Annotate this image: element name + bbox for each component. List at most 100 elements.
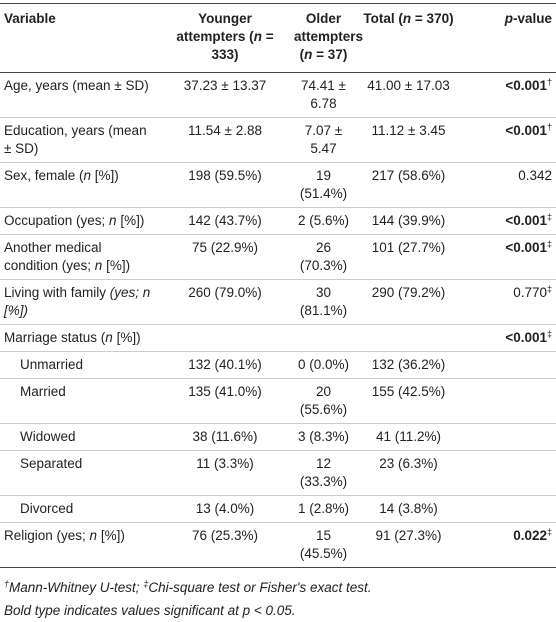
- table-body: Age, years (mean ± SD) 37.23 ± 13.37 74.41…: [0, 73, 556, 568]
- table-row: Separated 11 (3.3%) 12 (33.3%) 23 (6.3%): [0, 450, 556, 496]
- text-run: ‡: [546, 239, 552, 249]
- text-run: 0.022: [513, 528, 547, 543]
- text-run: 142 (43.7%): [188, 213, 262, 228]
- text-run: 23 (6.3%): [379, 456, 438, 471]
- header-cell: p-value: [460, 3, 556, 73]
- table-cell: 20 (55.6%): [290, 378, 357, 424]
- text-run: Education, years (mean ± SD): [4, 123, 147, 156]
- table-cell: 290 (79.2%): [357, 279, 460, 325]
- table-row: Sex, female (n [%]) 198 (59.5%) 19 (51.4%)…: [0, 162, 556, 208]
- table-row: Divorced 13 (4.0%) 1 (2.8%) 14 (3.8%): [0, 495, 556, 523]
- table-cell: 11.12 ± 3.45: [357, 117, 460, 163]
- text-run: [%]): [112, 330, 141, 345]
- text-run: n: [94, 258, 103, 273]
- table-cell: 41 (11.2%): [357, 423, 460, 451]
- table-cell: 30 (81.1%): [290, 279, 357, 325]
- table-row: Unmarried 132 (40.1%) 0 (0.0%) 132 (36.2%): [0, 351, 556, 379]
- table-cell: Unmarried: [0, 351, 160, 379]
- text-run: 0.770: [513, 285, 547, 300]
- text-run: 11.12 ± 3.45: [371, 123, 446, 138]
- text-run: †: [4, 579, 10, 589]
- header-cell: Older attempters (n = 37): [290, 3, 363, 73]
- table-cell: [357, 324, 460, 352]
- text-run: 75 (22.9%): [191, 240, 259, 255]
- table-row: Married 135 (41.0%) 20 (55.6%) 155 (42.5%): [0, 378, 556, 424]
- text-run: Age, years (mean ± SD): [4, 78, 149, 93]
- table-cell: 19 (51.4%): [290, 162, 357, 208]
- table-cell: Separated: [0, 450, 160, 496]
- text-run: 132 (36.2%): [371, 357, 446, 372]
- text-run: ‡: [546, 527, 552, 537]
- text-run: 155 (42.5%): [371, 384, 446, 399]
- text-run: ‡: [143, 579, 149, 589]
- table-cell: Living with family (yes; n [%]): [0, 279, 160, 325]
- table-cell: 132 (36.2%): [357, 351, 460, 379]
- text-run: 74.41 ± 6.78: [301, 78, 346, 111]
- text-run: n: [105, 330, 113, 345]
- text-run: Variable: [4, 11, 56, 26]
- text-run: 37.23 ± 13.37: [183, 78, 267, 93]
- text-run: Bold type indicates values significant a…: [4, 603, 296, 618]
- table-row: Education, years (mean ± SD) 11.54 ± 2.88…: [0, 117, 556, 163]
- table-row: Living with family (yes; n [%]) 260 (79.0…: [0, 279, 556, 325]
- text-run: 12 (33.3%): [299, 456, 348, 489]
- header-cell: Total (n = 370): [357, 3, 460, 73]
- table-row: Another medical condition (yes; n [%]) 75…: [0, 234, 556, 280]
- text-run: [%]): [97, 528, 125, 543]
- text-run: 38 (11.6%): [192, 429, 258, 444]
- table-cell: 101 (27.7%): [357, 234, 460, 280]
- table-cell: 13 (4.0%): [160, 495, 290, 523]
- footnote: †Mann-Whitney U-test; ‡Chi-square test o…: [4, 576, 552, 599]
- text-run: 76 (25.3%): [191, 528, 259, 543]
- table-cell: 11.54 ± 2.88: [160, 117, 290, 163]
- table-cell: 142 (43.7%): [160, 207, 290, 235]
- table-cell: <0.001†: [460, 117, 556, 163]
- table-cell: 144 (39.9%): [357, 207, 460, 235]
- table-cell: 26 (70.3%): [290, 234, 357, 280]
- text-run: 11 (3.3%): [196, 456, 254, 471]
- table-cell: Divorced: [0, 495, 160, 523]
- text-run: 14 (3.8%): [379, 501, 438, 516]
- text-run: Unmarried: [20, 357, 84, 372]
- text-run: 11.54 ± 2.88: [188, 123, 262, 138]
- text-run: Mann-Whitney U-test;: [9, 580, 144, 595]
- table-cell: [460, 450, 556, 496]
- text-run: †: [546, 77, 552, 87]
- text-run: Divorced: [20, 501, 74, 516]
- table-row: Occupation (yes; n [%]) 142 (43.7%) 2 (5.6…: [0, 207, 556, 235]
- text-run: 19 (51.4%): [299, 168, 348, 201]
- text-run: n: [304, 47, 313, 62]
- table-cell: Age, years (mean ± SD): [0, 73, 160, 118]
- text-run: †: [546, 122, 552, 132]
- table-row: Marriage status (n [%]) <0.001‡: [0, 324, 556, 352]
- text-run: 144 (39.9%): [371, 213, 446, 228]
- table-cell: 7.07 ± 5.47: [290, 117, 357, 163]
- table-cell: 37.23 ± 13.37: [160, 73, 290, 118]
- table-cell: Married: [0, 378, 160, 424]
- table-cell: 1 (2.8%): [290, 495, 357, 523]
- text-run: 132 (40.1%): [188, 357, 262, 372]
- table-cell: 260 (79.0%): [160, 279, 290, 325]
- text-run: 2 (5.6%): [297, 213, 350, 228]
- text-run: <0.001: [505, 330, 547, 345]
- table-cell: 0 (0.0%): [290, 351, 357, 379]
- text-run: n: [253, 29, 262, 44]
- text-run: 260 (79.0%): [188, 285, 262, 300]
- table-cell: [460, 495, 556, 523]
- text-run: 26 (70.3%): [299, 240, 348, 273]
- table-row: Widowed 38 (11.6%) 3 (8.3%) 41 (11.2%): [0, 423, 556, 451]
- table-cell: Religion (yes; n [%]): [0, 522, 160, 568]
- text-run: 20 (55.6%): [299, 384, 348, 417]
- table-cell: [160, 324, 290, 352]
- table-cell: 3 (8.3%): [290, 423, 357, 451]
- table-cell: Sex, female (n [%]): [0, 162, 160, 208]
- text-run: Living with family: [4, 285, 110, 300]
- text-run: Occupation (yes;: [4, 213, 110, 228]
- text-run: Sex, female (: [4, 168, 84, 183]
- text-run: <0.001: [505, 240, 547, 255]
- table-cell: 38 (11.6%): [160, 423, 290, 451]
- text-run: = 370): [411, 11, 454, 26]
- table-cell: Education, years (mean ± SD): [0, 117, 160, 163]
- table-cell: 11 (3.3%): [160, 450, 290, 496]
- table-cell: 76 (25.3%): [160, 522, 290, 568]
